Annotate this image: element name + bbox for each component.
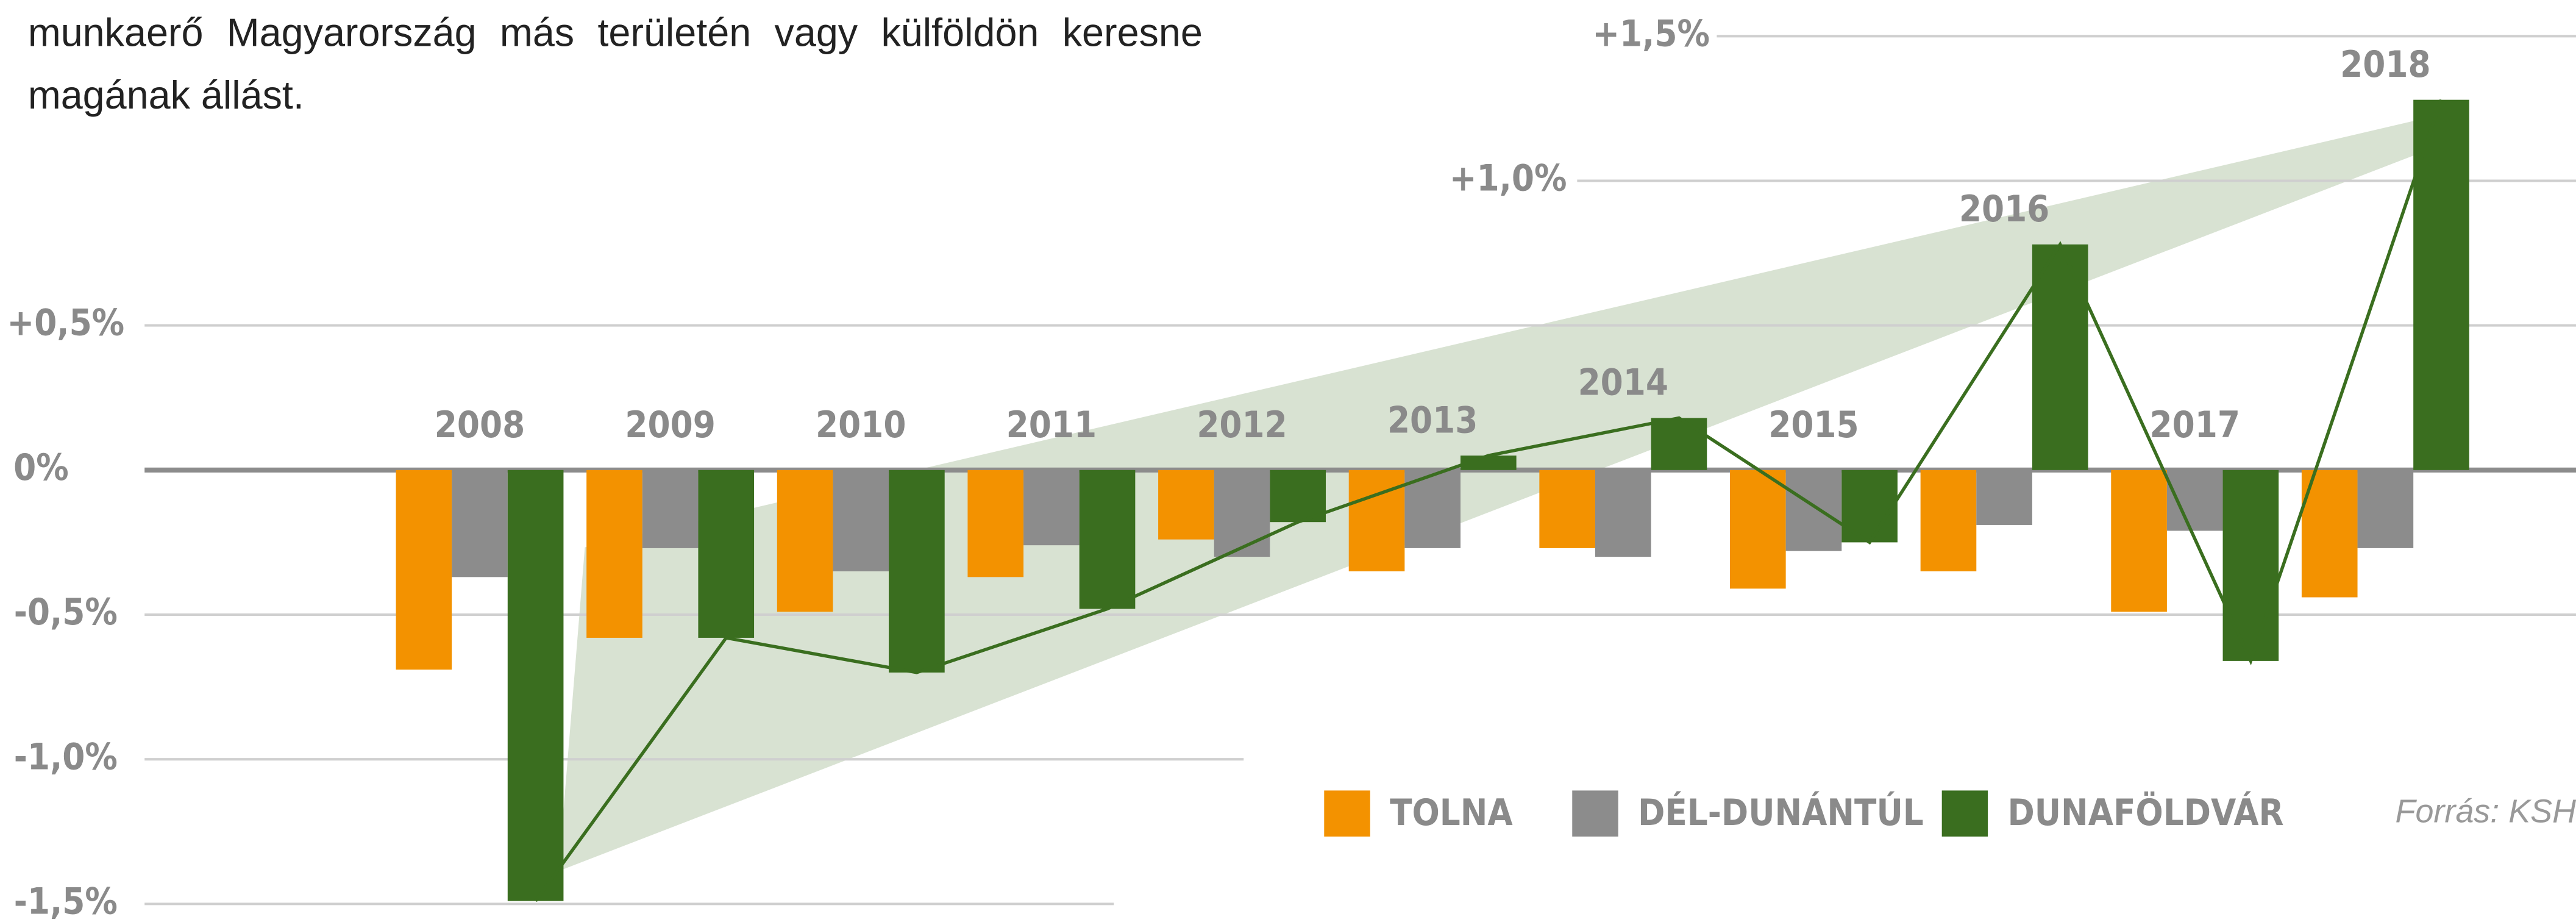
trend-line <box>534 99 2443 902</box>
bar <box>777 470 833 612</box>
y-tick-label: -1,5% <box>14 880 118 922</box>
bar <box>833 470 889 571</box>
bar <box>1651 418 1707 470</box>
bar <box>967 470 1024 577</box>
legend-swatch <box>1324 790 1370 837</box>
x-tick-label: 2014 <box>1578 362 1668 404</box>
source: Forrás: KSH <box>2396 793 2576 829</box>
bar <box>507 470 564 901</box>
trend-area <box>558 118 2425 871</box>
bar <box>642 470 699 548</box>
bar <box>2357 470 2414 548</box>
bar <box>2111 470 2167 612</box>
bar <box>1214 470 1270 557</box>
bar <box>1023 470 1080 546</box>
legend-swatch <box>1941 790 1988 837</box>
bar <box>1539 470 1595 548</box>
bar <box>698 470 755 638</box>
x-tick-label: 2011 <box>1006 404 1097 446</box>
y-tick-label: -1,0% <box>14 735 118 777</box>
bar <box>2222 470 2279 661</box>
bar <box>1595 470 1651 557</box>
y-tick-label: +1,0% <box>1450 157 1567 199</box>
bar <box>2301 470 2358 598</box>
bar <box>1785 470 1842 551</box>
y-tick-label: +0,5% <box>7 302 125 344</box>
x-tick-label: 2010 <box>816 404 906 446</box>
legend-label: DÉL-DUNÁNTÚL <box>1638 792 1924 834</box>
bar <box>1079 470 1136 609</box>
y-tick-label: 0% <box>13 446 69 488</box>
bar <box>1270 470 1326 523</box>
bar <box>586 470 642 638</box>
x-tick-label: 2018 <box>2340 43 2430 85</box>
x-tick-label: 2013 <box>1387 399 1478 441</box>
bar <box>2032 244 2088 470</box>
x-tick-label: 2008 <box>435 404 525 446</box>
x-tick-label: 2017 <box>2150 404 2240 446</box>
bar <box>1729 470 1786 589</box>
bar <box>2166 470 2223 531</box>
bar <box>452 470 508 577</box>
bar <box>1920 470 1977 571</box>
x-tick-label: 2009 <box>625 404 715 446</box>
legend-label: TOLNA <box>1390 792 1513 834</box>
bar <box>889 470 945 673</box>
bar <box>1976 470 2032 525</box>
x-tick-label: 2012 <box>1197 404 1287 446</box>
bar <box>1348 470 1405 571</box>
legend-swatch <box>1572 790 1618 837</box>
intro-box: A Pannonia Bio hiányában ez a fiatal, tú… <box>27 11 1203 119</box>
bar <box>1158 470 1214 540</box>
legend-label: DUNAFÖLDVÁR <box>2007 792 2283 834</box>
y-tick-label: +1,5% <box>1592 12 1710 54</box>
y-tick-label: -0,5% <box>14 591 118 633</box>
x-tick-label: 2015 <box>1768 404 1859 446</box>
x-tick-label: 2016 <box>1959 188 2049 230</box>
bar <box>396 470 452 670</box>
bar <box>2413 99 2469 470</box>
intro-text: A Pannonia Bio hiányában ez a fiatal, tú… <box>27 11 1203 119</box>
